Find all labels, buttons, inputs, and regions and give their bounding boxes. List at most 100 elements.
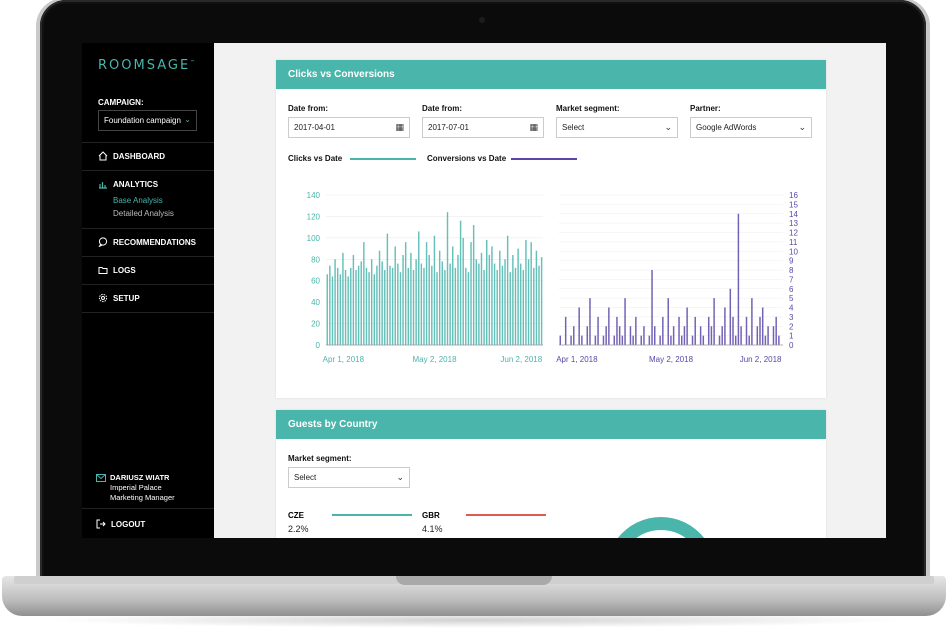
bar: [764, 335, 767, 345]
calendar-icon[interactable]: ▦: [529, 122, 538, 132]
bar: [535, 250, 538, 345]
divider: [82, 508, 214, 509]
bar: [635, 316, 637, 345]
nav-analytics-label: ANALYTICS: [113, 179, 159, 189]
bar: [691, 335, 694, 345]
divider: [82, 142, 214, 143]
nav-logs-label: LOGS: [113, 265, 136, 275]
x-tick-label: Apr 1, 2018: [556, 355, 598, 364]
campaign-select[interactable]: Foundation campaign ⌄: [98, 110, 197, 131]
bar: [659, 335, 661, 345]
bar: [653, 326, 656, 345]
bar: [519, 263, 522, 345]
bar: [621, 335, 624, 345]
date-from-input-1[interactable]: 2017-04-01 ▦: [288, 117, 410, 138]
legend-conversions-line: [511, 158, 577, 160]
chevron-down-icon: ⌄: [184, 115, 191, 124]
bar: [624, 298, 626, 345]
bar: [412, 270, 415, 345]
campaign-select-value: Foundation campaign: [104, 116, 181, 125]
y-tick-label: 9: [789, 257, 794, 266]
bar: [360, 261, 362, 345]
bar: [483, 270, 485, 345]
bar: [415, 259, 417, 345]
bar: [467, 272, 470, 345]
bar: [772, 326, 775, 345]
bar: [640, 335, 642, 345]
partner-select[interactable]: Google AdWords ⌄: [690, 117, 812, 138]
nav-setup[interactable]: SETUP: [98, 293, 140, 303]
bar: [347, 276, 349, 345]
sidebar: ROOMSAGE™ CAMPAIGN: Foundation campaign …: [82, 43, 214, 538]
bar: [339, 274, 342, 345]
nav-logs[interactable]: LOGS: [98, 265, 136, 275]
bar: [707, 316, 710, 345]
bar: [350, 267, 352, 345]
app-logo[interactable]: ROOMSAGE™: [98, 58, 198, 73]
country-value-gbr: 4.1%: [422, 524, 443, 534]
bar: [581, 335, 583, 345]
bar: [480, 252, 483, 345]
bar: [472, 225, 475, 345]
bar: [643, 326, 645, 345]
guests-segment-value: Select: [294, 473, 317, 482]
bar: [670, 335, 672, 345]
y-tick-label: 140: [307, 191, 321, 200]
bar: [767, 326, 769, 345]
bar: [418, 231, 420, 345]
date-from-input-2[interactable]: 2017-07-01 ▦: [422, 117, 544, 138]
bar: [778, 335, 780, 345]
bar: [436, 272, 438, 345]
bar: [329, 265, 331, 345]
bar: [352, 255, 355, 345]
nav-recommendations-label: RECOMMENDATIONS: [113, 237, 196, 247]
bar: [454, 267, 457, 345]
date-from-label-2: Date from:: [422, 104, 463, 113]
nav-recommendations[interactable]: RECOMMENDATIONS: [98, 237, 196, 247]
market-segment-value: Select: [562, 123, 585, 132]
bar: [410, 252, 412, 345]
laptop-shadow: [40, 612, 908, 628]
bar: [662, 316, 664, 345]
nav-analytics[interactable]: ANALYTICS: [98, 179, 158, 189]
y-tick-label: 20: [311, 320, 320, 329]
y-tick-label: 12: [789, 229, 798, 238]
clicks-chart: 0 20 40 60 80 100 120 140 Apr 1, 2018 May 2, 2018…: [307, 191, 543, 364]
market-segment-select[interactable]: Select ⌄: [556, 117, 678, 138]
bar: [732, 316, 734, 345]
y-tick-label: 11: [789, 238, 798, 247]
bar: [397, 263, 399, 345]
country-value-cze: 2.2%: [288, 524, 309, 534]
nav-detailed-analysis[interactable]: Detailed Analysis: [113, 209, 174, 218]
bar: [441, 261, 443, 345]
bar: [573, 326, 575, 345]
nav-base-analysis[interactable]: Base Analysis: [113, 196, 163, 205]
logout-button[interactable]: LOGOUT: [96, 519, 145, 529]
calendar-icon[interactable]: ▦: [395, 122, 404, 132]
country-line-gbr: [466, 514, 546, 516]
bar: [509, 272, 511, 345]
y-tick-label: 15: [789, 200, 798, 209]
bar: [344, 270, 347, 345]
bar: [355, 270, 357, 345]
guests-segment-select[interactable]: Select ⌄: [288, 467, 410, 488]
divider: [82, 284, 214, 285]
bar: [331, 276, 334, 345]
bar: [756, 326, 759, 345]
bar: [613, 335, 615, 345]
y-tick-label: 40: [311, 298, 320, 307]
y-tick-label: 2: [789, 322, 794, 331]
bar: [538, 265, 540, 345]
nav-dashboard[interactable]: DASHBOARD: [98, 151, 165, 161]
bar: [680, 335, 683, 345]
bar: [525, 240, 527, 345]
bar: [533, 267, 535, 345]
y-tick-label: 14: [789, 210, 798, 219]
bar: [678, 316, 680, 345]
bar: [618, 326, 621, 345]
bar: [734, 335, 737, 345]
bar: [381, 261, 383, 345]
bar: [491, 246, 493, 345]
divider: [82, 228, 214, 229]
